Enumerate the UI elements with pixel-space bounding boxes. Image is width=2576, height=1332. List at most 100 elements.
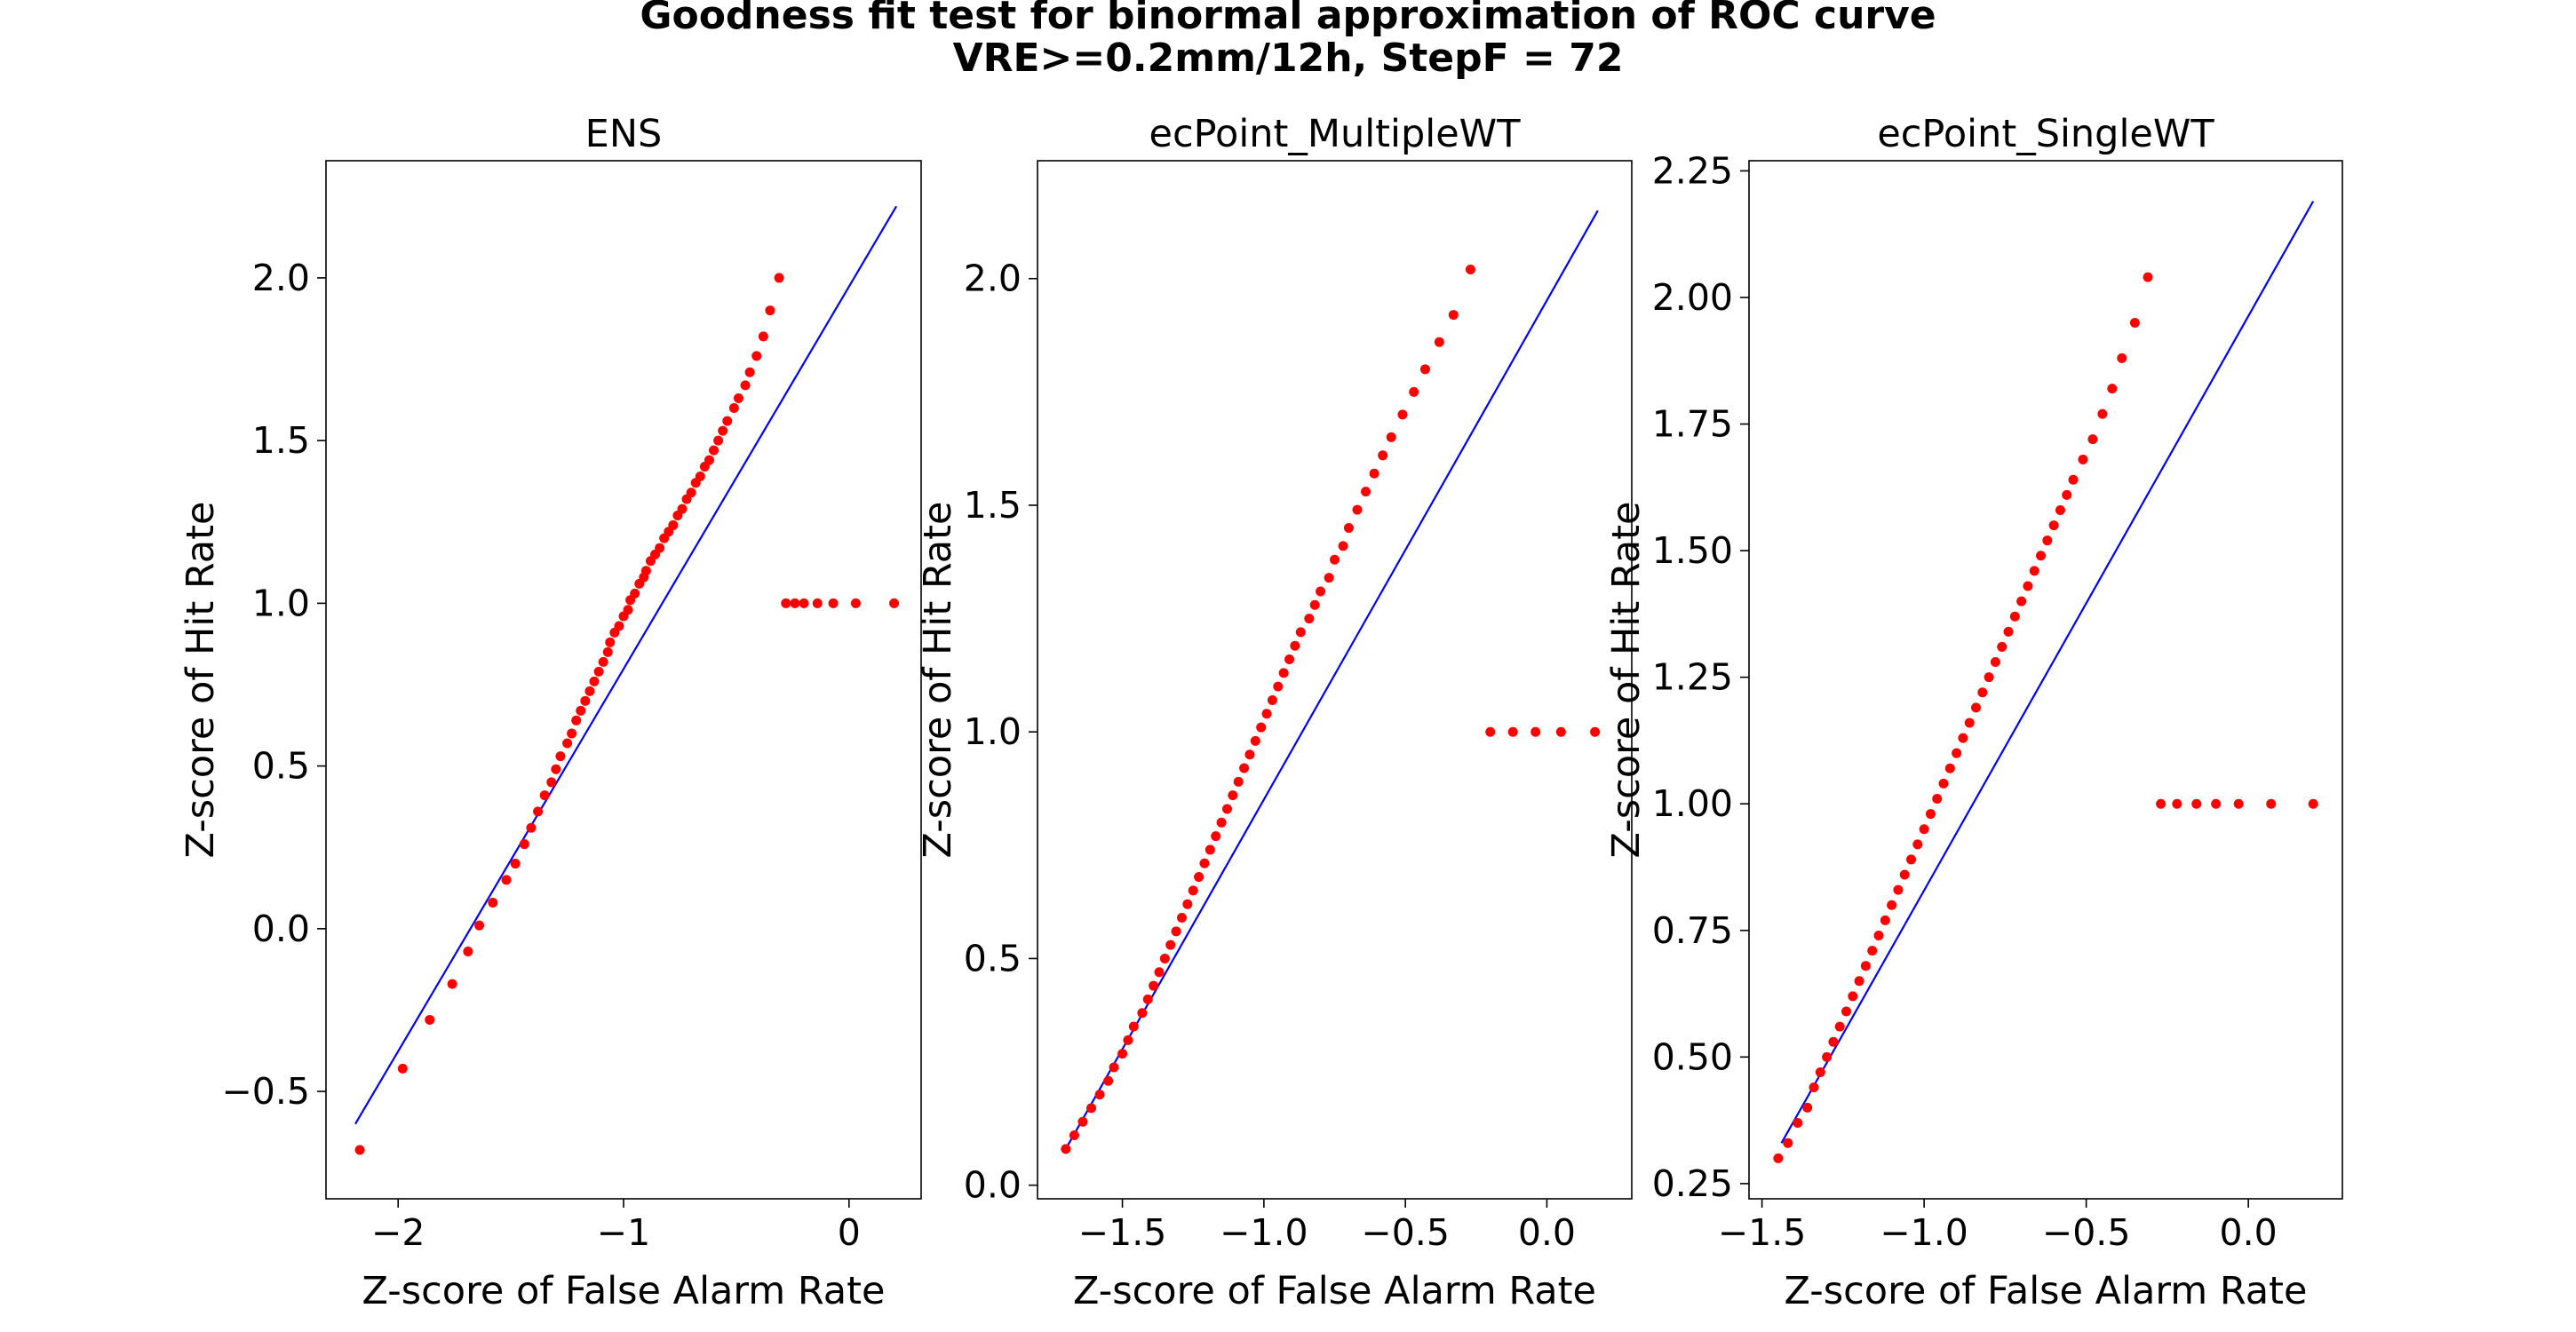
data-point xyxy=(1977,687,1988,698)
data-point xyxy=(1137,1008,1148,1019)
data-point xyxy=(546,777,557,788)
data-point xyxy=(1809,1082,1819,1093)
data-point xyxy=(1378,450,1388,461)
subplot-title: ecPoint_MultipleWT xyxy=(1149,112,1522,156)
subplot-title: ecPoint_SingleWT xyxy=(1877,112,2214,156)
data-point xyxy=(1171,926,1181,937)
x-tick-label: −2 xyxy=(371,1211,425,1254)
data-point xyxy=(1094,1090,1105,1100)
data-point xyxy=(2308,798,2318,809)
data-point xyxy=(1848,991,1858,1002)
data-point xyxy=(1860,961,1871,971)
data-point xyxy=(1369,468,1379,479)
data-point xyxy=(2055,504,2065,515)
data-point xyxy=(1485,726,1496,737)
data-point xyxy=(1854,976,1864,987)
fit-line xyxy=(354,205,898,1125)
data-point xyxy=(589,676,600,686)
data-point xyxy=(593,666,604,677)
data-point xyxy=(733,393,743,404)
data-point xyxy=(1932,794,1943,805)
data-point xyxy=(799,598,809,608)
data-point xyxy=(1555,726,1566,737)
x-tick-label: −1.5 xyxy=(1078,1211,1167,1254)
data-point xyxy=(2036,551,2047,561)
y-axis-label: Z-score of Hit Rate xyxy=(916,502,960,859)
data-point xyxy=(1290,640,1300,651)
data-point xyxy=(751,351,762,361)
data-point xyxy=(2087,434,2098,445)
data-point xyxy=(686,488,696,498)
data-point xyxy=(2003,626,2014,637)
data-point xyxy=(1802,1102,1813,1113)
data-point xyxy=(758,331,768,342)
plot-area xyxy=(354,205,900,1155)
data-point xyxy=(1952,748,1962,758)
data-point xyxy=(1448,310,1459,321)
data-point xyxy=(677,503,688,514)
data-point xyxy=(602,646,613,657)
subplots: ENS −2 −1 0 −0.5 0.0 0.5 1.0 1.5 2.0 Z-score of Fa… xyxy=(179,112,2343,1313)
y-tick-label: 0.0 xyxy=(252,908,310,950)
data-point xyxy=(1267,694,1277,705)
data-point xyxy=(2266,798,2277,809)
data-point xyxy=(463,946,473,956)
data-point xyxy=(1434,337,1444,347)
data-point xyxy=(828,598,839,608)
data-point xyxy=(2048,520,2059,531)
data-point xyxy=(704,455,714,465)
data-point xyxy=(1887,900,1897,910)
data-point xyxy=(1154,967,1165,978)
subplot-1: ENS −2 −1 0 −0.5 0.0 0.5 1.0 1.5 2.0 Z-score of Fa… xyxy=(179,112,922,1313)
data-point xyxy=(1295,627,1306,638)
data-point xyxy=(397,1063,408,1074)
y-tick-label: −0.5 xyxy=(221,1070,310,1113)
data-point xyxy=(2156,798,2167,809)
data-point xyxy=(1964,718,1975,728)
data-point xyxy=(571,715,582,725)
data-point xyxy=(2009,611,2020,622)
data-point xyxy=(2172,798,2182,809)
data-point xyxy=(1361,487,1371,497)
data-point xyxy=(1211,831,1221,842)
data-point xyxy=(889,598,900,608)
data-point xyxy=(1990,657,2000,668)
data-point xyxy=(1109,1062,1119,1073)
data-point xyxy=(640,566,651,576)
y-tick-label: 0.25 xyxy=(1652,1162,1733,1205)
y-tick-label: 0.75 xyxy=(1652,909,1733,952)
y-tick-label: 1.50 xyxy=(1652,529,1733,572)
data-point xyxy=(1123,1035,1133,1045)
data-point xyxy=(1103,1075,1114,1086)
data-point xyxy=(728,403,739,414)
plot-area xyxy=(1773,201,2318,1163)
y-axis-label: Z-score of Hit Rate xyxy=(179,502,223,859)
data-point xyxy=(1590,726,1601,737)
data-point xyxy=(718,425,728,436)
data-point xyxy=(781,598,791,608)
y-tick-label: 2.0 xyxy=(252,257,310,299)
data-point xyxy=(488,898,498,908)
data-point xyxy=(1324,573,1334,583)
x-axis-label: Z-score of False Alarm Rate xyxy=(1785,1269,2308,1313)
data-point xyxy=(1880,915,1890,925)
x-tick-label: 0.0 xyxy=(2220,1211,2278,1254)
data-point xyxy=(1343,522,1354,533)
data-point xyxy=(1984,672,1994,683)
data-point xyxy=(1159,953,1170,963)
x-axis-label: Z-score of False Alarm Rate xyxy=(362,1269,886,1313)
subplot-title: ENS xyxy=(585,112,663,156)
data-point xyxy=(655,543,665,553)
data-point xyxy=(1834,1021,1845,1032)
data-point xyxy=(501,875,512,885)
data-point xyxy=(539,790,550,801)
data-point xyxy=(1244,749,1255,760)
data-point xyxy=(510,859,521,869)
data-point xyxy=(1958,733,1968,743)
data-point xyxy=(2107,384,2118,394)
data-point xyxy=(1086,1103,1097,1114)
data-point xyxy=(722,416,733,426)
data-point xyxy=(584,686,595,696)
y-tick-label: 2.25 xyxy=(1652,149,1733,192)
